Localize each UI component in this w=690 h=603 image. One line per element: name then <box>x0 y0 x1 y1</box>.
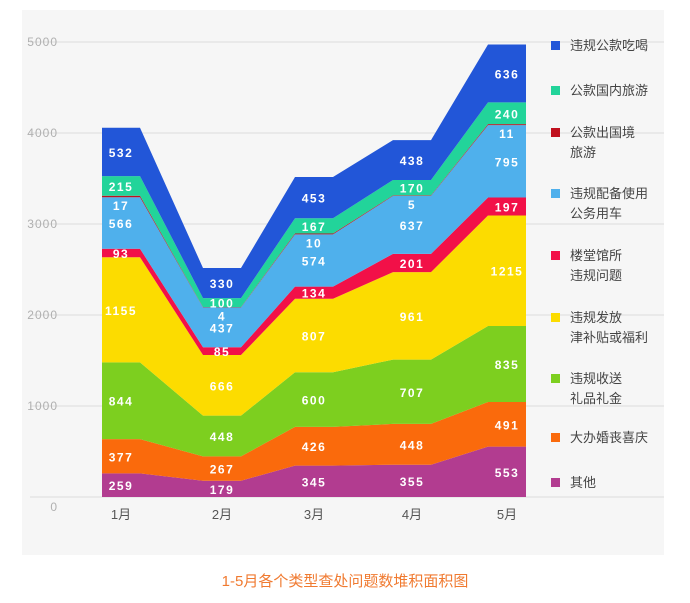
y-tick-label: 2000 <box>27 308 58 322</box>
legend-label: 公款国内旅游 <box>570 83 648 98</box>
data-label: 17 <box>113 199 129 213</box>
data-label: 167 <box>302 220 327 234</box>
area-series <box>102 197 526 356</box>
legend-label: 旅游 <box>570 145 596 160</box>
data-label: 600 <box>302 394 327 408</box>
area-series <box>102 44 526 299</box>
area-series <box>102 326 526 457</box>
data-label: 807 <box>302 330 327 344</box>
legend-label: 礼品礼金 <box>570 391 622 406</box>
y-tick-label: 1000 <box>27 399 58 413</box>
y-tick-label: 5000 <box>27 35 58 49</box>
legend-swatch <box>551 86 560 95</box>
data-label: 170 <box>400 182 425 196</box>
data-label: 100 <box>210 297 235 311</box>
data-label: 134 <box>302 287 327 301</box>
data-label: 438 <box>400 154 425 168</box>
data-label: 532 <box>109 146 134 160</box>
legend-swatch <box>551 313 560 322</box>
x-tick-label: 5月 <box>497 507 517 522</box>
chart-title: 1-5月各个类型查处问题数堆积面积图 <box>221 573 469 590</box>
data-label: 636 <box>495 67 520 81</box>
data-label: 795 <box>495 155 520 169</box>
y-tick-label: 0 <box>50 500 58 514</box>
y-tick-label: 4000 <box>27 126 58 140</box>
data-label: 330 <box>210 277 235 291</box>
data-label: 491 <box>495 418 520 432</box>
data-label: 355 <box>400 475 425 489</box>
data-label: 259 <box>109 479 134 493</box>
data-label: 11 <box>499 127 515 141</box>
legend-label: 大办婚丧喜庆 <box>570 430 648 445</box>
data-label: 426 <box>302 440 327 454</box>
x-tick-label: 3月 <box>304 507 324 522</box>
data-label: 835 <box>495 358 520 372</box>
data-label: 215 <box>109 180 134 194</box>
legend-label: 公务用车 <box>570 206 622 221</box>
area-series <box>102 215 526 416</box>
data-label: 197 <box>495 200 520 214</box>
legend-label: 违规问题 <box>570 268 622 283</box>
data-label: 448 <box>400 438 425 452</box>
data-label: 179 <box>210 483 235 497</box>
data-label: 377 <box>109 450 134 464</box>
data-label: 566 <box>109 217 134 231</box>
area-series <box>102 401 526 481</box>
data-label: 961 <box>400 310 425 324</box>
data-label: 345 <box>302 475 327 489</box>
legend-swatch <box>551 251 560 260</box>
legend-swatch <box>551 433 560 442</box>
area-series <box>102 102 526 308</box>
data-label: 1155 <box>105 304 137 318</box>
legend-label: 其他 <box>570 475 596 490</box>
data-label: 10 <box>306 236 322 250</box>
legend-label: 违规公款吃喝 <box>570 38 648 53</box>
data-label: 844 <box>109 395 134 409</box>
data-label: 553 <box>495 466 520 480</box>
legend-swatch <box>551 128 560 137</box>
legend-label: 违规发放 <box>570 310 622 325</box>
legend-swatch <box>551 41 560 50</box>
x-tick-label: 1月 <box>111 507 131 522</box>
data-label: 437 <box>210 321 235 335</box>
legend-label: 公款出国境 <box>570 125 635 140</box>
area-series <box>102 446 526 497</box>
x-tick-label: 2月 <box>212 507 232 522</box>
data-label: 201 <box>400 257 425 271</box>
data-label: 448 <box>210 430 235 444</box>
y-tick-label: 3000 <box>27 217 58 231</box>
data-label: 240 <box>495 107 520 121</box>
legend-swatch <box>551 374 560 383</box>
data-label: 574 <box>302 254 327 268</box>
data-label: 85 <box>214 345 230 359</box>
legend-label: 违规收送 <box>570 371 622 386</box>
legend-label: 违规配备使用 <box>570 186 648 201</box>
x-tick-label: 4月 <box>402 507 422 522</box>
data-label: 4 <box>218 310 226 324</box>
data-label: 93 <box>113 247 129 261</box>
data-label: 453 <box>302 192 327 206</box>
legend-swatch <box>551 478 560 487</box>
data-label: 5 <box>408 198 416 212</box>
data-label: 1215 <box>491 265 524 279</box>
data-label: 267 <box>210 463 235 477</box>
legend-swatch <box>551 189 560 198</box>
data-label: 637 <box>400 219 425 233</box>
legend-label: 楼堂馆所 <box>570 248 622 263</box>
data-label: 707 <box>400 386 425 400</box>
legend-label: 津补贴或福利 <box>570 330 648 345</box>
data-label: 666 <box>210 379 235 393</box>
area-series <box>102 125 526 348</box>
